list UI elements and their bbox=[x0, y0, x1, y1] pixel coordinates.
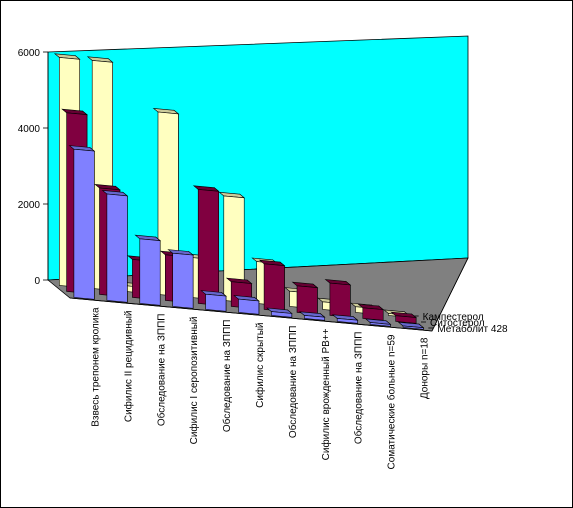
x-tick-label: Обследование на ЗППП bbox=[221, 320, 233, 433]
x-tick-label: Сифилис скрытый bbox=[254, 323, 266, 408]
bar-front bbox=[106, 193, 128, 303]
x-tick-label: Обследование на ЗППП bbox=[155, 314, 167, 427]
bar-front bbox=[296, 285, 318, 315]
x-axis-line bbox=[69, 297, 433, 332]
bar-front bbox=[139, 238, 161, 306]
bar bbox=[364, 318, 392, 327]
x-tick-label: Доноры n=18 bbox=[420, 337, 431, 399]
x-tick-label: Соматические больные n=59 bbox=[386, 334, 398, 469]
bar-front bbox=[395, 315, 417, 324]
bar bbox=[101, 190, 129, 303]
bar bbox=[357, 303, 385, 321]
bar bbox=[298, 311, 326, 321]
bar-front bbox=[205, 293, 227, 312]
bar bbox=[324, 279, 352, 318]
y-tick-label: 2000 bbox=[18, 200, 41, 211]
series-label: Метаболит 428 bbox=[437, 323, 508, 335]
bar bbox=[291, 281, 319, 315]
x-tick-label: Обследование на ЗППП bbox=[353, 332, 365, 445]
bar-front bbox=[271, 311, 293, 318]
x-tick-labels: Взвесь трепонем кролика Сифилис II рециди… bbox=[90, 307, 430, 469]
bar-front bbox=[329, 282, 351, 318]
bar-front bbox=[362, 307, 384, 321]
bar-front bbox=[263, 263, 285, 312]
bar-front bbox=[197, 189, 219, 306]
bar bbox=[390, 311, 418, 324]
bar bbox=[331, 314, 359, 324]
x-tick-label: Сифилис I серопозитивный bbox=[188, 317, 200, 445]
x-tick-label: Сифилис врожденный РВ++ bbox=[320, 328, 332, 460]
y-tick-label: 0 bbox=[34, 276, 40, 287]
bar bbox=[266, 307, 293, 318]
bar-front bbox=[336, 318, 358, 324]
x-tick-label: Взвесь трепонем кролика bbox=[90, 307, 101, 427]
x-tick-label: Обследование на ЗППП bbox=[287, 326, 299, 439]
bar bbox=[68, 145, 96, 300]
bar bbox=[134, 234, 162, 306]
bar bbox=[233, 295, 260, 315]
y-axis: 0 2000 4000 6000 bbox=[18, 48, 48, 287]
bar-front bbox=[238, 298, 260, 315]
bar bbox=[200, 290, 227, 312]
bars-group bbox=[53, 53, 425, 330]
y-tick-label: 6000 bbox=[18, 48, 41, 59]
bar bbox=[167, 249, 195, 309]
x-tick-label: Сифилис II рецидивный bbox=[122, 311, 134, 423]
bar-front bbox=[369, 322, 391, 327]
bar-front bbox=[172, 252, 194, 309]
series-label: Кампестерол bbox=[423, 312, 484, 323]
bar bbox=[218, 191, 246, 303]
bar-front bbox=[303, 315, 326, 321]
series-label: Ситостерол bbox=[430, 318, 485, 329]
depth-axis-line bbox=[431, 257, 469, 332]
bar bbox=[397, 321, 425, 330]
y-tick-label: 4000 bbox=[18, 124, 41, 135]
bar-front bbox=[73, 148, 95, 300]
bar-front bbox=[402, 325, 424, 330]
